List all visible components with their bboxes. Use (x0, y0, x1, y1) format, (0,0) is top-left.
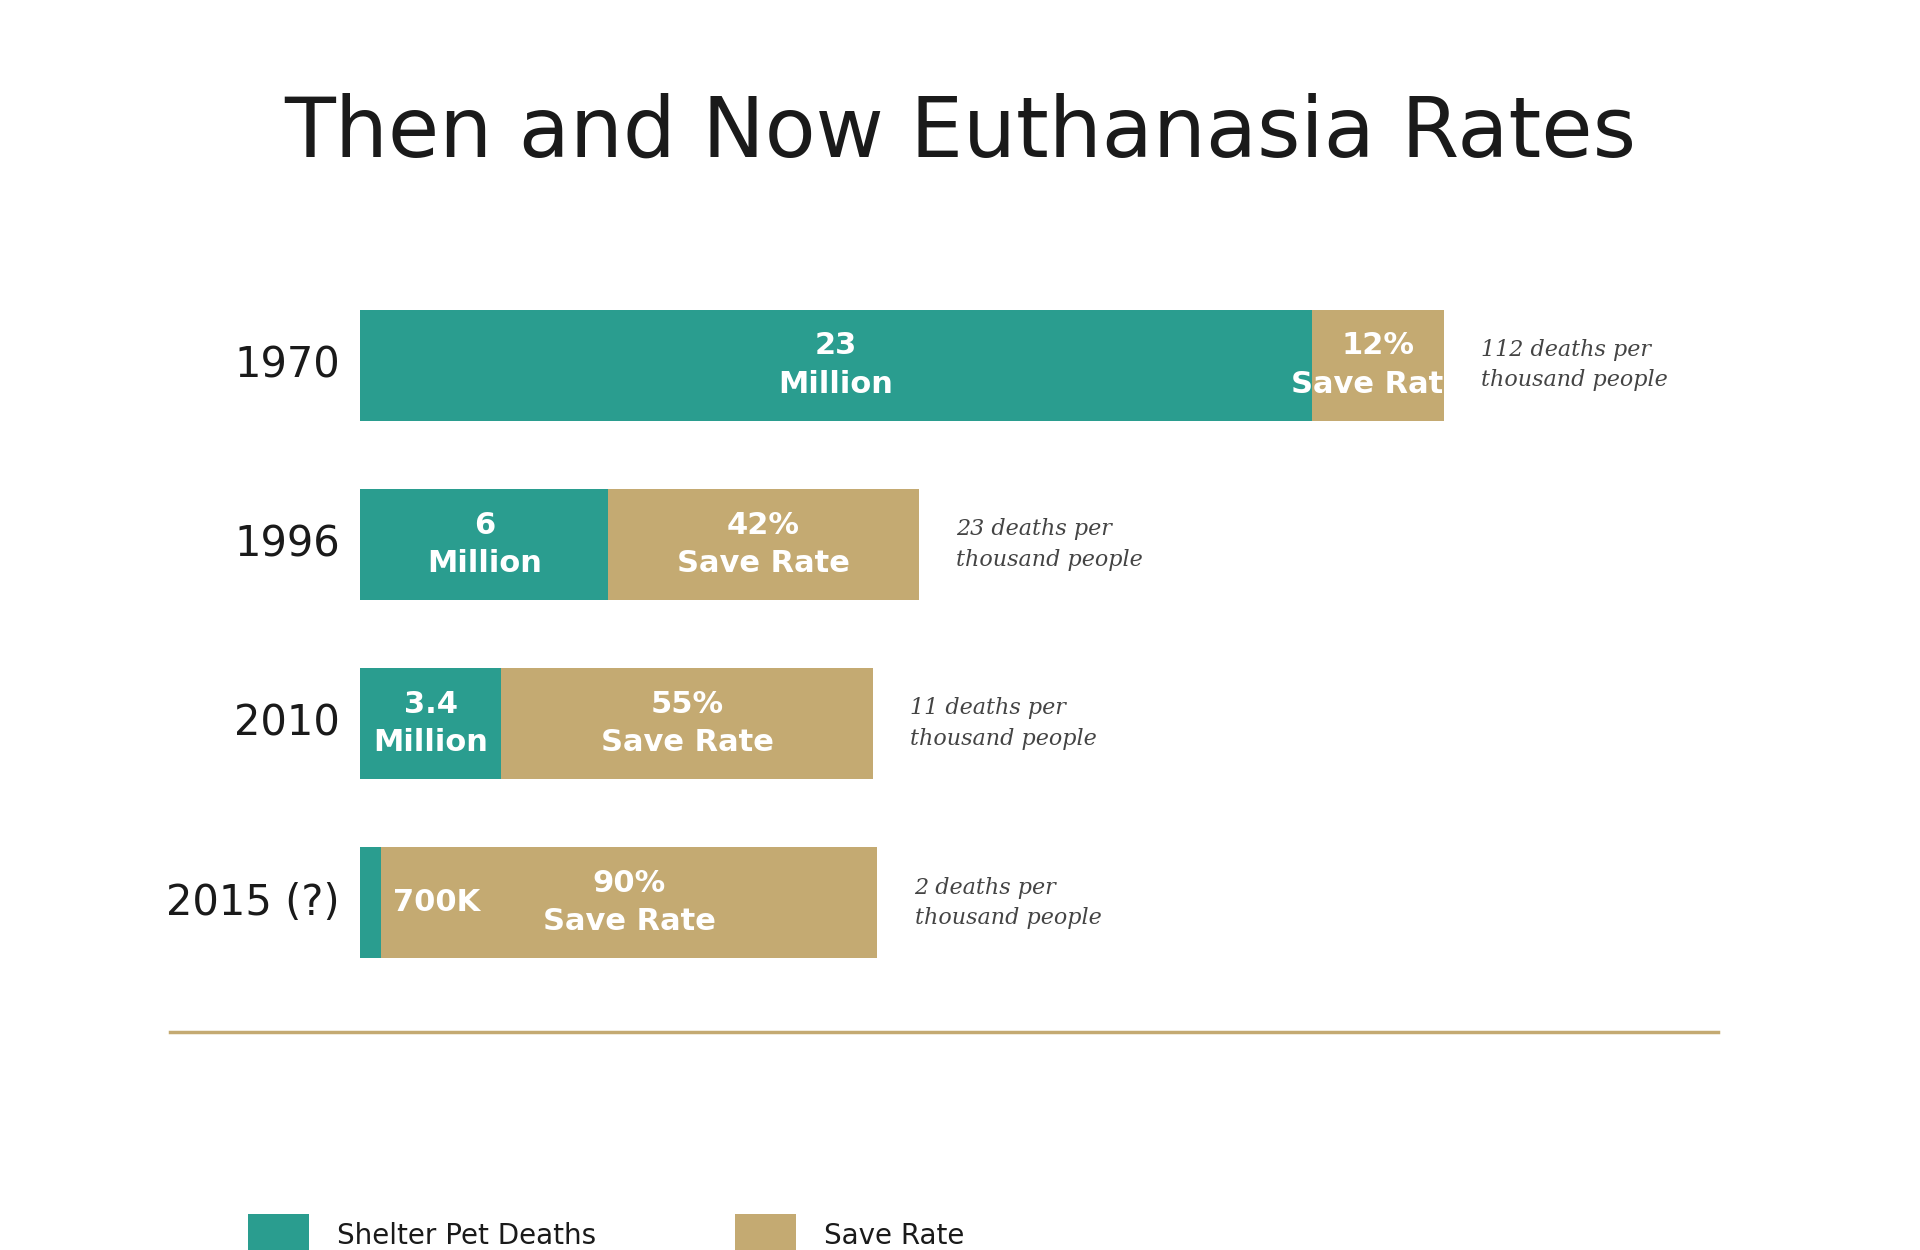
Bar (361, 668, 501, 779)
Text: 55%
Save Rate: 55% Save Rate (601, 690, 774, 758)
Bar (609, 489, 918, 600)
Text: 1996: 1996 (234, 524, 340, 565)
Text: 700K: 700K (394, 889, 480, 918)
Text: 2015 (?): 2015 (?) (165, 881, 340, 924)
Text: 3.4
Million: 3.4 Million (372, 690, 488, 758)
Text: 23
Million: 23 Million (778, 331, 893, 399)
Text: 90%
Save Rate: 90% Save Rate (543, 869, 716, 936)
Text: 23 deaths per
thousand people: 23 deaths per thousand people (956, 518, 1142, 570)
Bar (1311, 310, 1444, 421)
Bar (380, 848, 877, 959)
Legend: Shelter Pet Deaths, Save Rate: Shelter Pet Deaths, Save Rate (248, 1214, 964, 1250)
Text: 42%
Save Rate: 42% Save Rate (678, 511, 851, 578)
Text: 12%
Save Rate: 12% Save Rate (1292, 331, 1465, 399)
Bar (361, 848, 380, 959)
Text: 112 deaths per
thousand people: 112 deaths per thousand people (1480, 339, 1668, 391)
Bar (501, 668, 874, 779)
Text: 11 deaths per
thousand people: 11 deaths per thousand people (910, 698, 1096, 750)
Bar (361, 489, 609, 600)
Text: 2 deaths per
thousand people: 2 deaths per thousand people (914, 876, 1102, 929)
Text: 2010: 2010 (234, 703, 340, 745)
Text: 6
Million: 6 Million (426, 511, 541, 578)
Text: 1970: 1970 (234, 344, 340, 386)
Text: Then and Now Euthanasia Rates: Then and Now Euthanasia Rates (284, 92, 1636, 174)
Bar (361, 310, 1311, 421)
